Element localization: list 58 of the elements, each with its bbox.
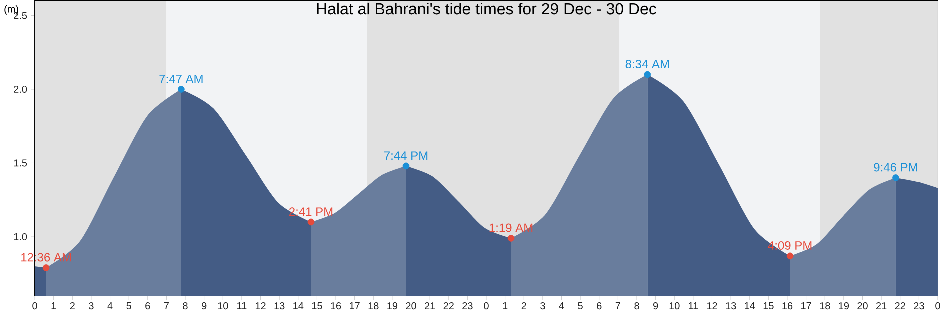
- x-tick-label: 2: [522, 302, 526, 310]
- x-tick-label: 14: [294, 302, 304, 310]
- x-tick-label: 0: [936, 302, 940, 310]
- x-tick-label: 18: [368, 302, 379, 310]
- x-tick-label: 15: [764, 302, 774, 310]
- x-tick-label: 15: [312, 302, 322, 310]
- x-tick-label: 9: [654, 302, 658, 310]
- x-tick-label: 5: [578, 302, 583, 310]
- x-tick-label: 7: [164, 302, 169, 310]
- x-tick-label: 21: [425, 302, 436, 310]
- annotation: 2:41 PM: [289, 208, 333, 216]
- x-tick-label: 1: [503, 302, 508, 310]
- x-tick-label: 18: [820, 302, 830, 310]
- x-tick-label: 17: [802, 302, 812, 310]
- annotation: 7:47 AM: [160, 75, 203, 84]
- x-tick-label: 14: [745, 302, 756, 310]
- x-tick-label: 17: [350, 302, 360, 310]
- x-tick-label: 22: [444, 302, 454, 310]
- x-tick-label: 3: [540, 302, 546, 310]
- x-tick-label: 23: [462, 302, 473, 310]
- x-tick-label: 6: [597, 302, 602, 310]
- annotation: 9:46 PM: [874, 163, 918, 172]
- chart-title: Halat al Bahrani's tide times for 29 Dec - 30 Dec: [317, 2, 657, 15]
- x-tick-label: 20: [406, 302, 416, 310]
- x-tick-label: 11: [238, 302, 247, 310]
- x-tick-label: 19: [388, 302, 398, 310]
- x-tick-label: 8: [183, 302, 188, 310]
- x-tick-label: 3: [89, 302, 94, 310]
- x-tick-label: 1: [52, 302, 56, 310]
- x-tick-label: 12: [707, 302, 718, 310]
- x-tick-label: 21: [876, 302, 887, 310]
- x-tick-label: 6: [146, 302, 150, 310]
- x-tick-label: 11: [689, 302, 698, 310]
- x-tick-label: 23: [914, 302, 924, 310]
- annotation: 7:44 PM: [384, 152, 428, 160]
- x-tick-label: 22: [895, 302, 906, 310]
- x-tick-label: 8: [634, 302, 640, 310]
- y-tick-label: 2.0: [14, 86, 28, 94]
- x-tick-label: 0: [32, 302, 38, 310]
- x-tick-label: 12: [256, 302, 266, 310]
- x-tick-label: 5: [126, 302, 132, 310]
- x-tick-label: 4: [559, 302, 564, 310]
- x-tick-label: 4: [108, 302, 113, 310]
- x-tick-label: 0: [484, 302, 489, 310]
- x-tick-label: 7: [616, 302, 620, 310]
- x-tick-label: 10: [218, 302, 228, 310]
- y-tick-label: 1.0: [14, 233, 28, 241]
- x-tick-label: 16: [331, 302, 342, 310]
- x-tick-label: 16: [782, 302, 793, 310]
- x-tick-label: 10: [670, 302, 680, 310]
- annotation: 8:34 AM: [626, 60, 669, 69]
- x-tick-label: 13: [274, 302, 285, 310]
- x-tick-label: 9: [202, 302, 207, 310]
- x-tick-label: 20: [858, 302, 868, 310]
- x-tick-label: 19: [839, 302, 850, 310]
- y-tick-label: 1.5: [14, 160, 28, 167]
- x-tick-label: 13: [726, 302, 736, 310]
- x-tick-label: 2: [70, 302, 75, 310]
